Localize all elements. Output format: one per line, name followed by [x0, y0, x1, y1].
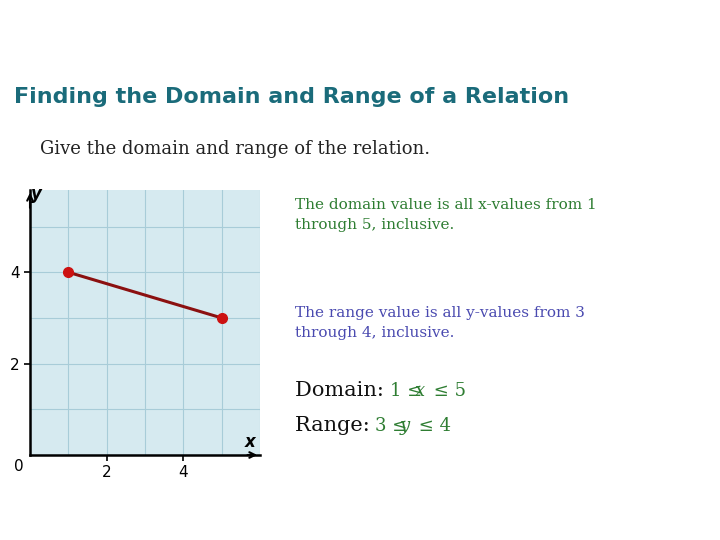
Text: 0: 0 — [14, 459, 23, 474]
Text: x: x — [245, 433, 256, 451]
Text: The domain value is all x-values from 1: The domain value is all x-values from 1 — [295, 198, 597, 212]
Text: Range:: Range: — [295, 416, 377, 435]
Text: The range value is all y-values from 3: The range value is all y-values from 3 — [295, 306, 585, 320]
Text: ≤ 5: ≤ 5 — [428, 382, 466, 400]
Text: ≤ 4: ≤ 4 — [413, 417, 451, 435]
Text: through 4, inclusive.: through 4, inclusive. — [295, 326, 454, 340]
Text: y: y — [32, 185, 42, 203]
Text: y: y — [400, 417, 410, 435]
Text: x: x — [415, 382, 425, 400]
Text: 1 ≤: 1 ≤ — [390, 382, 428, 400]
Text: through 5, inclusive.: through 5, inclusive. — [295, 218, 454, 232]
Text: Finding the Domain and Range of a Relation: Finding the Domain and Range of a Relati… — [14, 87, 569, 107]
Text: 3 ≤: 3 ≤ — [375, 417, 413, 435]
Text: Give the domain and range of the relation.: Give the domain and range of the relatio… — [40, 140, 430, 158]
Text: Domain:: Domain: — [295, 381, 390, 400]
